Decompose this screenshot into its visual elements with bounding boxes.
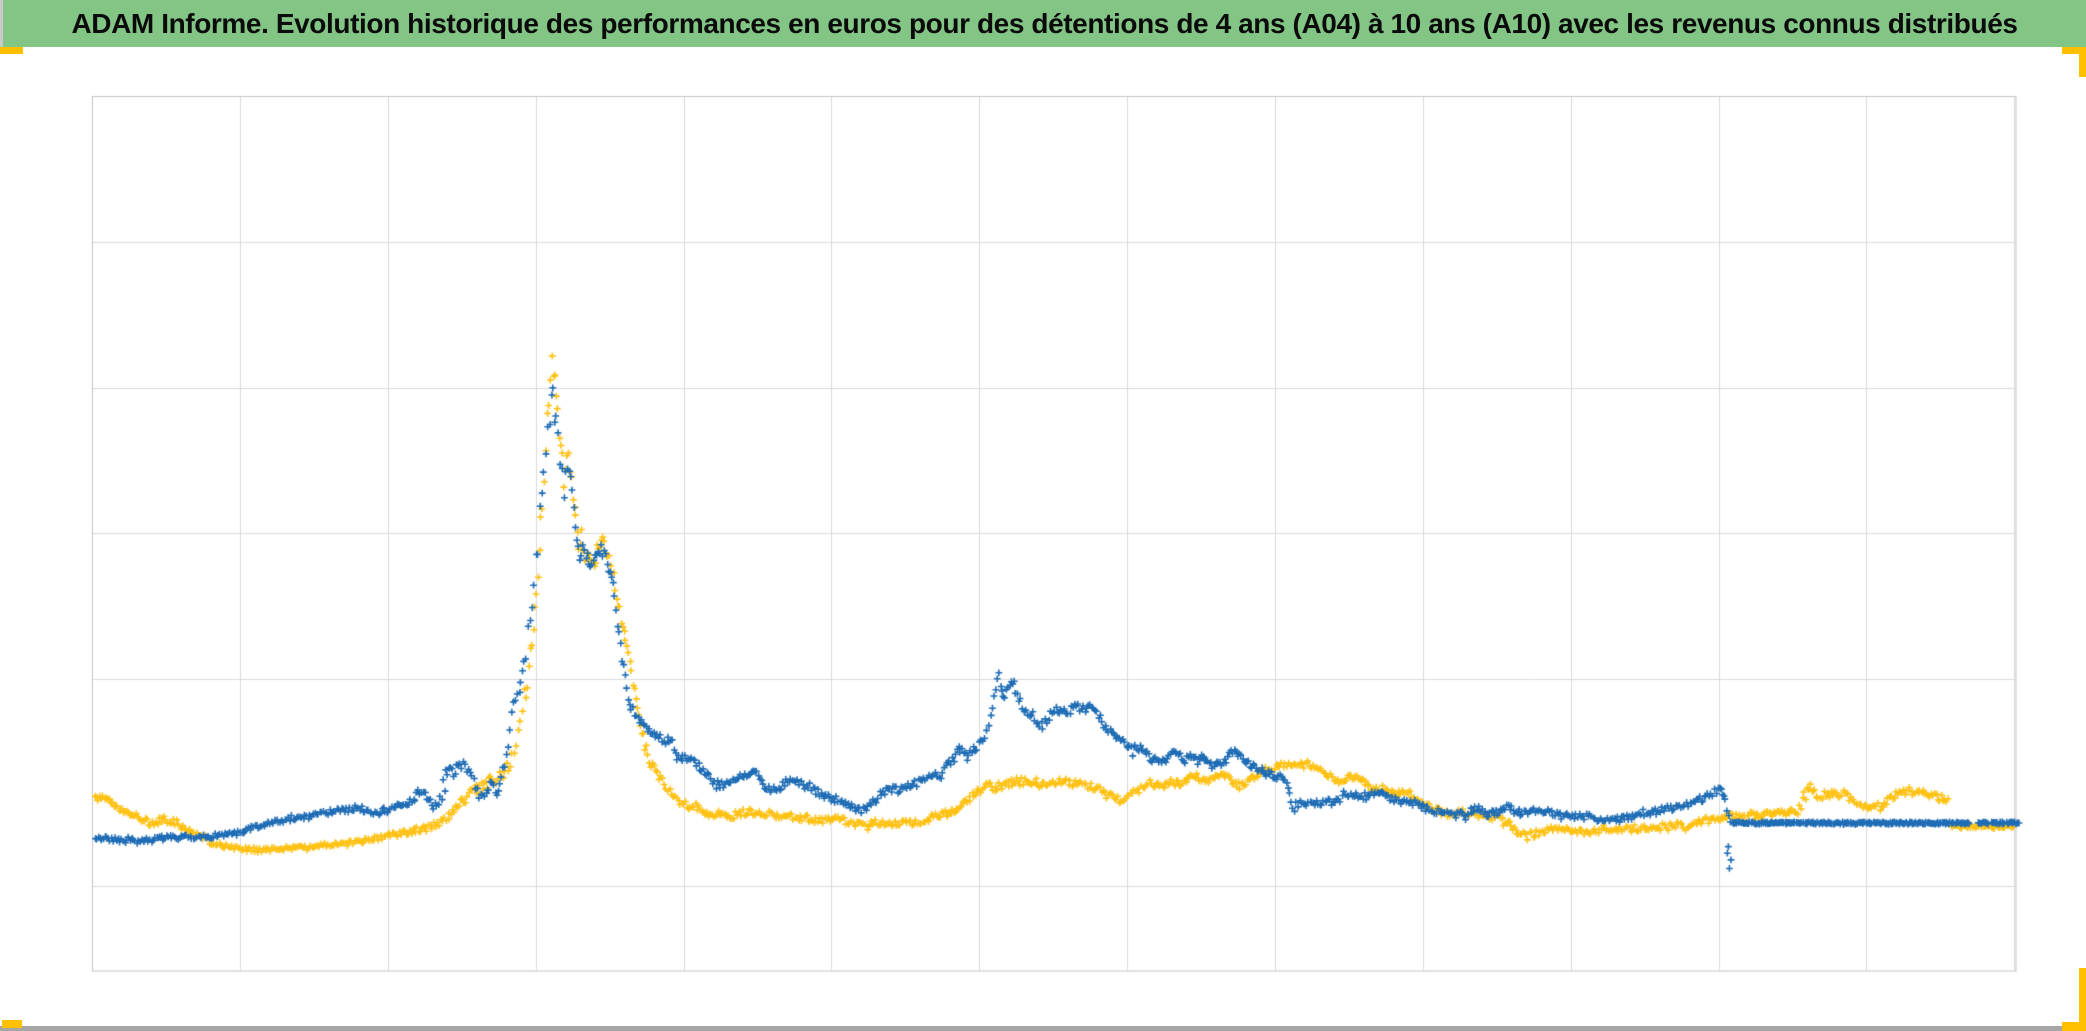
corner-handle-top-right bbox=[2062, 47, 2086, 54]
bottom-edge-bar bbox=[0, 1026, 2086, 1031]
page-title: ADAM Informe. Evolution historique des p… bbox=[71, 7, 2018, 39]
corner-handle-bottom-right-vertical[interactable] bbox=[2079, 968, 2086, 1031]
corner-handle-top-left bbox=[0, 47, 23, 54]
corner-handle-top-right-vertical bbox=[2079, 47, 2086, 77]
corner-handle-bottom-right[interactable] bbox=[2062, 1022, 2086, 1031]
chart-title-bar: ADAM Informe. Evolution historique des p… bbox=[3, 0, 2086, 47]
sheet-left-edge bbox=[0, 0, 3, 47]
corner-handle-bottom-left bbox=[2, 1020, 22, 1028]
